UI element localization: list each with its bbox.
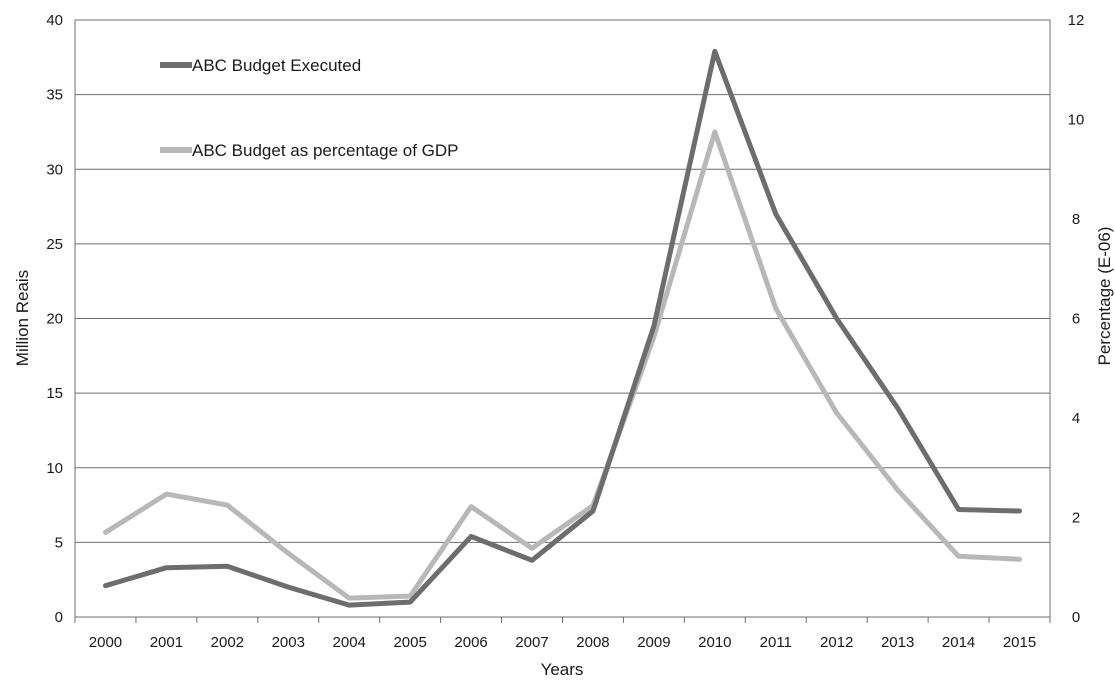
- right-y-tick-label: 0: [1072, 609, 1080, 626]
- x-tick-label: 2003: [272, 634, 305, 651]
- right-y-tick-label: 8: [1072, 211, 1080, 228]
- x-tick-label: 2001: [150, 634, 183, 651]
- right-y-tick-label: 10: [1068, 112, 1085, 129]
- left-y-tick-label: 0: [55, 609, 63, 626]
- left-y-tick-label: 25: [46, 236, 63, 253]
- x-tick-label: 2012: [820, 634, 853, 651]
- legend-label-budget-gdp: ABC Budget as percentage of GDP: [192, 141, 459, 160]
- left-y-tick-label: 30: [46, 161, 63, 178]
- x-axis-title: Years: [541, 660, 584, 679]
- series-lines: [103, 48, 1022, 608]
- left-y-tick-label: 10: [46, 460, 63, 477]
- x-tick-label: 2015: [1003, 634, 1036, 651]
- x-tick-label: 2004: [333, 634, 366, 651]
- left-y-tick-label: 35: [46, 87, 63, 104]
- right-y-axis-title: Percentage (E-06): [1095, 227, 1114, 366]
- left-y-tick-label: 15: [46, 385, 63, 402]
- x-tick-label: 2011: [760, 634, 792, 651]
- x-tick-label: 2010: [698, 634, 731, 651]
- right-y-tick-label: 4: [1072, 410, 1080, 427]
- x-tick-label: 2002: [211, 634, 244, 651]
- x-tick-label: 2005: [393, 634, 426, 651]
- left-y-tick-label: 20: [46, 311, 63, 328]
- left-y-ticks: 0 5 10 15 20 25 30 35 40: [46, 12, 63, 626]
- series-line-budget-gdp: [103, 129, 1022, 601]
- x-tick-label: 2009: [637, 634, 670, 651]
- x-tick-label: 2008: [576, 634, 609, 651]
- x-tick-label: 2014: [942, 634, 975, 651]
- legend-label-budget-executed: ABC Budget Executed: [192, 56, 361, 75]
- x-tick-label: 2013: [881, 634, 914, 651]
- left-y-tick-label: 5: [55, 534, 63, 551]
- x-tick-label: 2000: [89, 634, 122, 651]
- legend: ABC Budget Executed ABC Budget as percen…: [160, 56, 459, 160]
- x-tick-label: 2006: [454, 634, 487, 651]
- right-y-tick-label: 12: [1068, 12, 1085, 29]
- x-tick-label: 2007: [515, 634, 548, 651]
- series-line-budget-executed: [103, 48, 1022, 608]
- left-y-tick-label: 40: [46, 12, 63, 29]
- right-y-tick-label: 6: [1072, 311, 1080, 328]
- x-ticks: 2000 2001 2002 2003 2004 2005 2006 2007 2008 2009…: [74, 617, 1051, 651]
- right-y-ticks: 0 2 4 6 8 10 12: [1068, 12, 1085, 626]
- left-y-axis-title: Million Reais: [13, 270, 32, 366]
- right-y-tick-label: 2: [1072, 510, 1080, 527]
